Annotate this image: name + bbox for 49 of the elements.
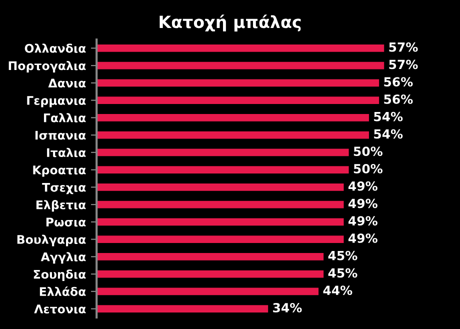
data-label: 49%: [348, 198, 378, 208]
y-tick-label: Λετονια: [34, 304, 86, 314]
y-tick-label: Αγγλια: [40, 252, 86, 264]
y-tick-label: Γερμανια: [27, 96, 86, 108]
y-tick-label: Ελβετια: [36, 200, 86, 212]
y-tick-label: Γαλλια: [44, 113, 86, 122]
y-tick-label: Κροατια: [33, 166, 86, 177]
bar: [96, 62, 384, 70]
data-label: 50%: [354, 164, 382, 174]
data-label: 34%: [273, 302, 302, 312]
data-label: 45%: [328, 268, 358, 278]
bar: [96, 236, 344, 243]
bar: [96, 184, 344, 191]
data-label: 49%: [348, 233, 378, 243]
bar: [96, 79, 380, 87]
y-tick-label: Τσεχια: [42, 183, 86, 194]
bar: [96, 200, 344, 208]
bar: [96, 166, 349, 174]
data-label: 49%: [348, 181, 378, 191]
bar: [96, 44, 384, 52]
bar: [96, 218, 344, 226]
y-tick-label: Δανια: [48, 78, 86, 88]
bar: [96, 114, 369, 122]
data-label: 56%: [384, 94, 413, 104]
bar: [96, 131, 369, 139]
bar: [96, 96, 380, 104]
y-tick-label: Σουηδια: [34, 270, 86, 282]
chart-title: Κατοχή μπάλας: [160, 14, 301, 32]
bar: [96, 305, 268, 312]
y-tick-label: Ολλανδια: [24, 44, 86, 53]
y-tick-label: Ελλάδα: [40, 286, 86, 296]
data-label: 56%: [384, 77, 413, 87]
y-tick-label: Ιταλια: [47, 148, 86, 158]
bar: [96, 270, 324, 278]
y-tick-label: Ισπανια: [35, 130, 86, 140]
y-tick-label: Ρωσια: [46, 218, 86, 227]
data-label: 54%: [374, 112, 403, 122]
data-label: 54%: [374, 129, 403, 139]
data-label: 49%: [348, 216, 378, 226]
data-label: 57%: [389, 60, 418, 70]
data-label: 44%: [323, 286, 352, 296]
y-tick-label: Πορτογαλια: [8, 61, 86, 72]
data-label: 50%: [354, 146, 382, 156]
bar: [96, 253, 324, 260]
data-label: 45%: [328, 250, 358, 260]
bar: [96, 288, 319, 296]
bar: [96, 148, 349, 156]
data-label: 57%: [389, 42, 418, 52]
y-tick-label: Βουλγαρια: [17, 234, 86, 246]
